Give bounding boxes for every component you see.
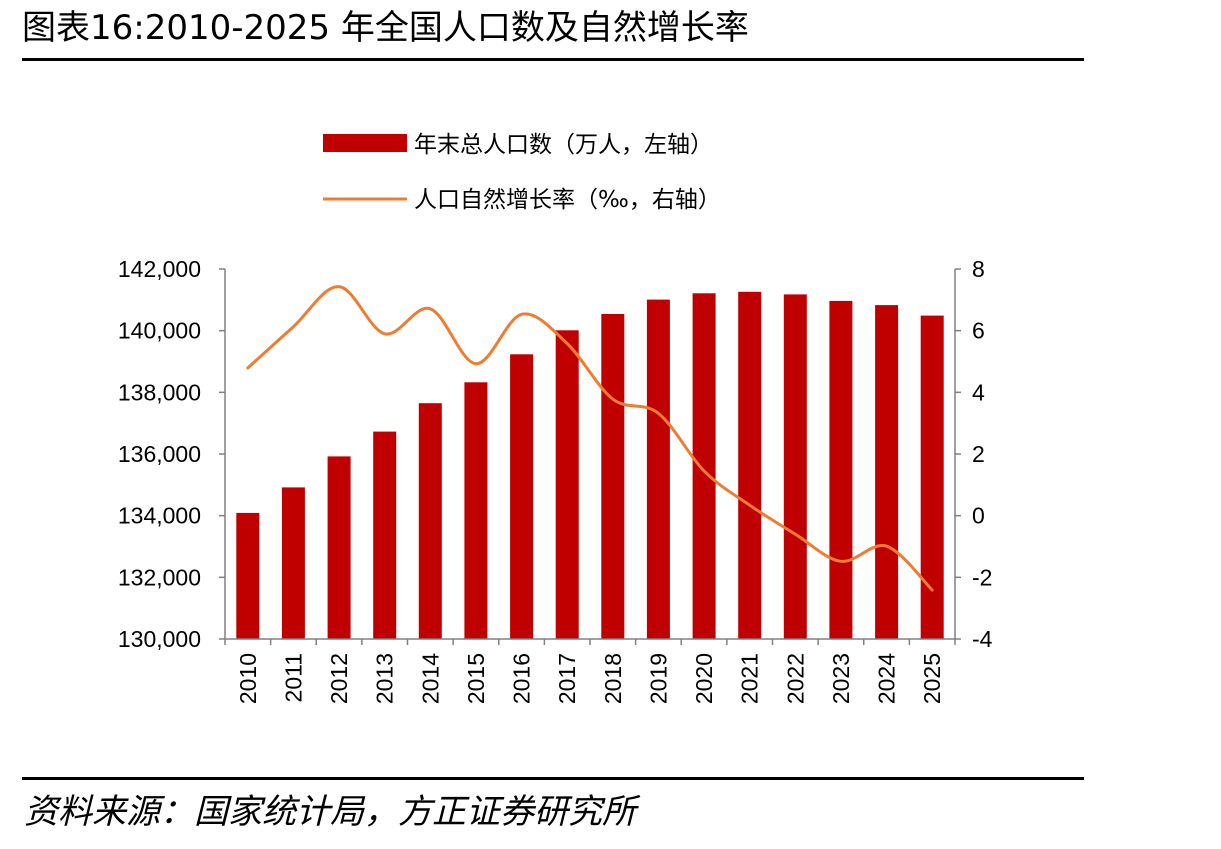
right-tick-label: -4	[972, 626, 993, 652]
legend-bar-swatch	[323, 134, 407, 152]
x-tick-label-2016: 2016	[509, 653, 535, 704]
bar-2012	[327, 456, 351, 639]
source-rule	[22, 777, 1084, 780]
x-tick-label-2024: 2024	[874, 653, 900, 704]
x-tick-label-2015: 2015	[463, 653, 489, 704]
right-tick-label: 8	[972, 256, 985, 282]
bar-2015	[464, 382, 488, 639]
x-tick-label-2020: 2020	[691, 653, 717, 704]
x-tick-label-2025: 2025	[919, 653, 945, 704]
left-tick-label: 138,000	[118, 379, 201, 405]
x-tick-label-2021: 2021	[737, 653, 763, 704]
x-tick-label-2012: 2012	[326, 653, 352, 704]
bar-2025	[920, 315, 944, 639]
bar-series	[236, 291, 944, 639]
bar-2020	[692, 293, 716, 639]
axes	[219, 268, 961, 645]
legend: 年末总人口数（万人，左轴） 人口自然增长率（‰，右轴）	[323, 132, 721, 213]
x-tick-label-2017: 2017	[554, 653, 580, 704]
bar-2010	[236, 512, 260, 639]
x-tick-label-2010: 2010	[235, 653, 261, 704]
bar-2016	[510, 354, 534, 639]
bar-2018	[601, 314, 625, 639]
growth-rate-line	[246, 285, 934, 592]
left-tick-label: 134,000	[118, 503, 201, 529]
right-tick-label: 6	[972, 318, 985, 344]
x-tick-label-2011: 2011	[280, 653, 306, 702]
bar-2022	[783, 294, 807, 639]
legend-label-growth-rate: 人口自然增长率（‰，右轴）	[414, 187, 721, 213]
left-tick-label: 132,000	[118, 564, 201, 590]
bar-2024	[875, 305, 899, 639]
right-tick-label: 2	[972, 441, 985, 467]
left-tick-label: 142,000	[118, 256, 201, 282]
x-tick-label-2022: 2022	[782, 653, 808, 704]
left-tick-label: 136,000	[118, 441, 201, 467]
bar-2019	[646, 299, 670, 639]
legend-label-population: 年末总人口数（万人，左轴）	[414, 132, 713, 158]
left-tick-label: 130,000	[118, 626, 201, 652]
tick-labels: 130,000 -4 132,000 -2 134,000 0 136,000 2 138,00…	[118, 256, 993, 704]
left-tick-label: 140,000	[118, 318, 201, 344]
x-tick-label-2019: 2019	[645, 653, 671, 704]
bar-2017	[555, 330, 579, 639]
x-tick-label-2018: 2018	[600, 653, 626, 704]
right-tick-label: -2	[972, 564, 992, 590]
bar-2011	[281, 487, 305, 639]
bar-2013	[373, 431, 397, 639]
right-tick-label: 0	[972, 503, 985, 529]
bar-2014	[418, 403, 442, 639]
line-series	[246, 285, 934, 592]
source-note: 资料来源：国家统计局，方正证券研究所	[24, 792, 636, 832]
bar-2023	[829, 300, 853, 639]
x-tick-label-2023: 2023	[828, 653, 854, 704]
page-title: 图表16:2010-2025 年全国人口数及自然增长率	[22, 8, 749, 48]
x-tick-label-2014: 2014	[417, 653, 443, 704]
right-tick-label: 4	[972, 379, 985, 405]
bar-2021	[738, 291, 762, 639]
x-tick-label-2013: 2013	[372, 653, 398, 704]
title-rule	[22, 58, 1084, 61]
